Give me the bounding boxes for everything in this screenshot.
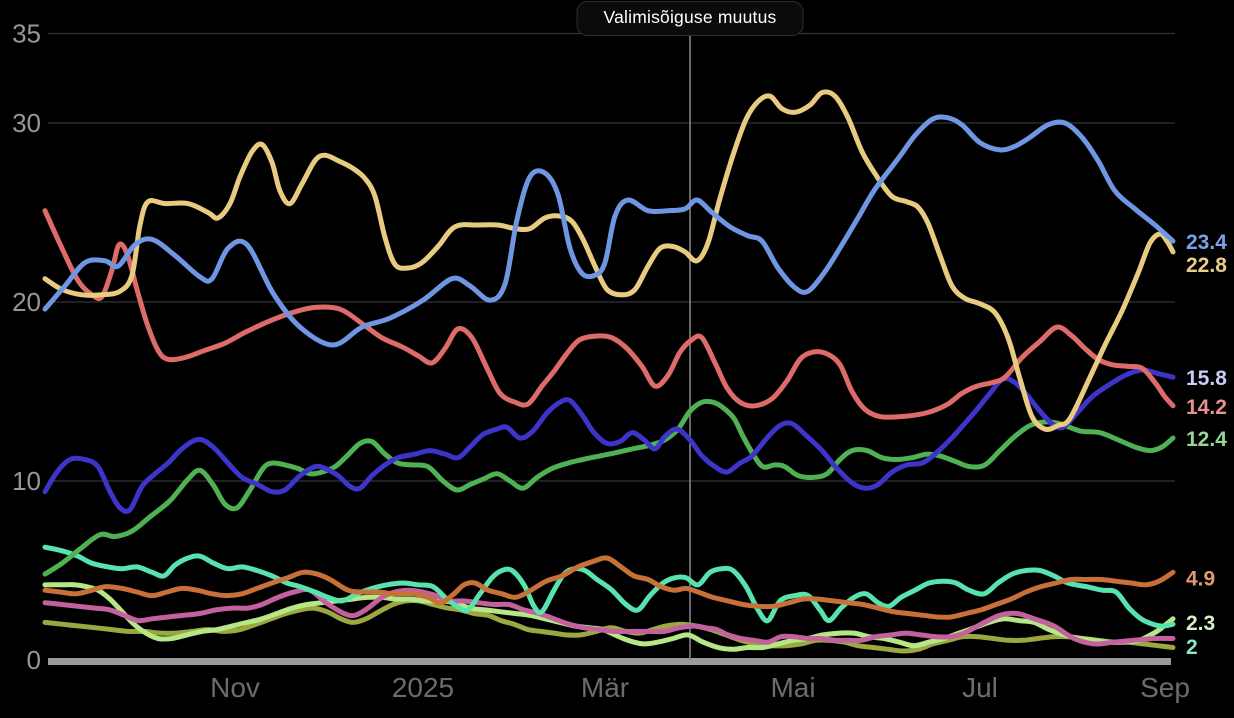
- x-axis-tick-label: Jul: [962, 672, 998, 703]
- series-line-pink[interactable]: [42, 587, 1176, 647]
- y-axis-tick-label: 0: [27, 645, 41, 675]
- x-axis-tick-label: Nov: [210, 672, 260, 703]
- x-axis-tick-label: 2025: [392, 672, 454, 703]
- x-axis-tick-label: Sep: [1140, 672, 1190, 703]
- event-annotation: Valimisõiguse muutus: [576, 1, 804, 36]
- series-line-blue[interactable]: [42, 114, 1176, 348]
- series-end-label-blue: 23.4: [1186, 231, 1227, 254]
- series-end-label-orange: 4.9: [1186, 567, 1215, 590]
- y-axis-tick-label: 20: [12, 287, 41, 317]
- series-line-orange[interactable]: [42, 555, 1176, 620]
- y-axis-tick-label: 30: [12, 108, 41, 138]
- y-axis-tick-label: 35: [12, 19, 41, 49]
- x-axis-tick-label: Mai: [770, 672, 815, 703]
- y-axis-tick-label: 10: [12, 466, 41, 496]
- series-line-green[interactable]: [42, 398, 1176, 577]
- x-axis-tick-label: Mär: [581, 672, 629, 703]
- series-line-red[interactable]: [42, 208, 1176, 420]
- series-end-label-indigo: 15.8: [1186, 367, 1227, 390]
- series-line-indigo[interactable]: [42, 367, 1176, 514]
- series-end-label-red: 14.2: [1186, 396, 1227, 419]
- series-line-teal[interactable]: [42, 544, 1176, 629]
- event-annotation-label: Valimisõiguse muutus: [603, 7, 777, 27]
- series-end-label-lightgreen: 2.3: [1186, 612, 1215, 635]
- series-end-label-yellow: 22.8: [1186, 254, 1227, 277]
- series-end-label-teal: 2: [1186, 636, 1198, 659]
- series-line-yellow[interactable]: [42, 89, 1176, 432]
- series-end-label-green: 12.4: [1186, 428, 1227, 451]
